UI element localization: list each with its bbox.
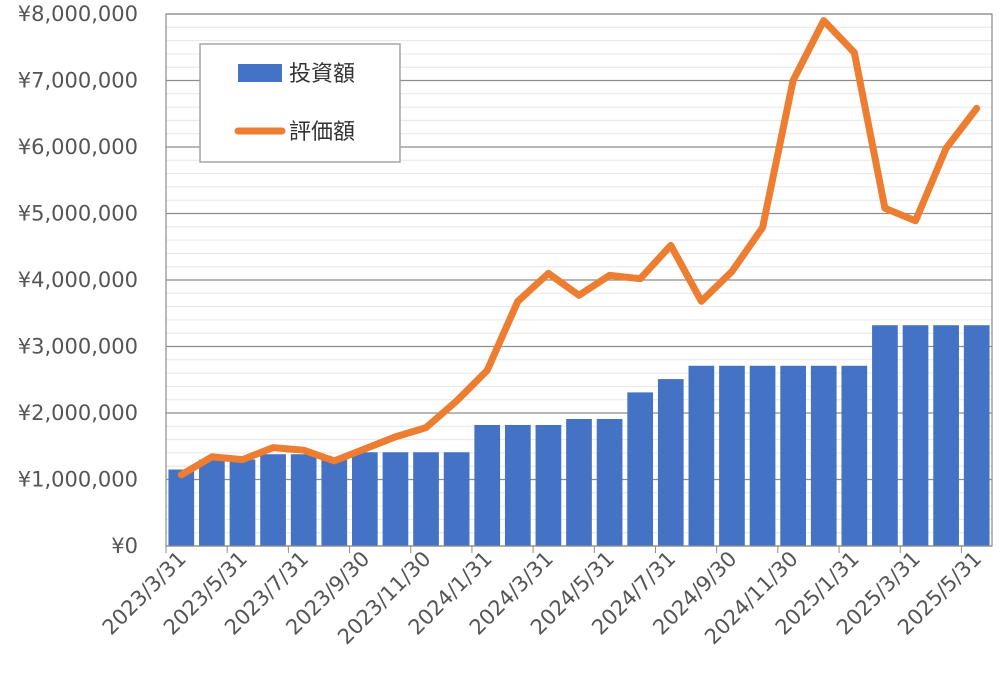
bar: [872, 325, 898, 546]
bar: [260, 454, 286, 546]
y-tick-label: ¥3,000,000: [18, 335, 138, 359]
bar-series-group: [168, 325, 990, 546]
bar: [780, 365, 806, 546]
legend-bar-swatch: [238, 64, 282, 82]
bar: [566, 418, 592, 546]
y-tick-label: ¥4,000,000: [18, 268, 138, 292]
x-axis-tick-labels: 2023/3/312023/5/312023/7/312023/9/302023…: [98, 546, 986, 649]
y-axis-tick-labels: ¥0 ¥1,000,000 ¥2,000,000 ¥3,000,000 ¥4,000,0…: [18, 2, 138, 558]
bar: [810, 365, 837, 546]
bar: [413, 452, 439, 546]
bar: [229, 459, 256, 546]
bar: [749, 365, 776, 546]
bar: [963, 325, 990, 546]
plot-frame: [165, 13, 993, 547]
bar: [902, 325, 929, 546]
y-tick-label: ¥6,000,000: [18, 135, 138, 159]
bar: [841, 365, 868, 546]
bar: [352, 452, 378, 546]
bar: [627, 392, 654, 546]
line-series-group: [177, 17, 981, 479]
bar: [382, 452, 409, 546]
bar: [535, 424, 562, 546]
legend-label-line: 評価額: [289, 120, 355, 145]
bar: [168, 469, 195, 546]
bar: [474, 424, 501, 546]
bar: [596, 418, 623, 546]
bar: [504, 424, 531, 546]
legend-box: [199, 43, 401, 163]
y-tick-label: ¥8,000,000: [18, 2, 138, 26]
bar: [933, 325, 959, 546]
bar: [443, 452, 470, 546]
bar: [321, 457, 348, 546]
bar: [199, 459, 225, 546]
y-tick-label: ¥1,000,000: [18, 468, 138, 492]
bar: [688, 365, 715, 546]
y-tick-label: ¥0: [111, 534, 138, 558]
bar: [290, 454, 317, 546]
bar: [719, 365, 745, 546]
y-tick-label: ¥7,000,000: [18, 69, 138, 93]
y-tick-label: ¥2,000,000: [18, 401, 138, 425]
y-tick-label: ¥5,000,000: [18, 202, 138, 226]
plot-border: [165, 13, 993, 547]
bar: [657, 379, 684, 546]
legend-label-bar: 投資額: [289, 62, 355, 87]
